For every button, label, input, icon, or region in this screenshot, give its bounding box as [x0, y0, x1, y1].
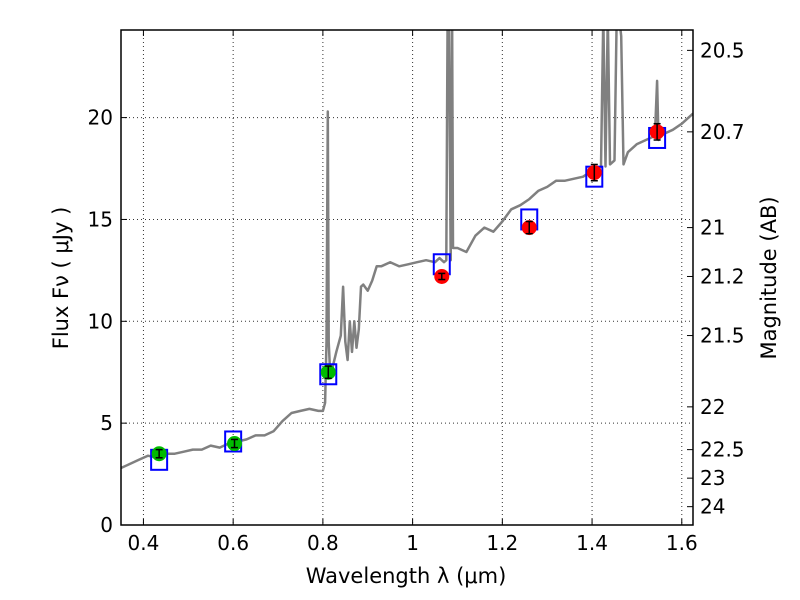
y-axis-label: Flux Fν ( μJy ): [49, 207, 73, 350]
x-tick-label: 0.8: [307, 531, 339, 555]
y-tick-label: 5: [100, 411, 113, 435]
mag-tick-label: 20.5: [700, 38, 745, 62]
mag-tick-label: 22.5: [700, 438, 745, 462]
mag-tick-label: 21.5: [700, 324, 745, 348]
y-tick-label: 10: [88, 309, 113, 333]
x-tick-label: 1: [406, 531, 419, 555]
mag-tick-label: 23: [700, 466, 725, 490]
x-tick-label: 1.4: [576, 531, 608, 555]
y-tick-label: 0: [100, 513, 113, 537]
y-tick-label: 15: [88, 207, 113, 231]
y-axis-right-label: Magnitude (AB): [757, 196, 781, 359]
y-tick-label: 20: [88, 106, 113, 130]
mag-tick-label: 24: [700, 495, 725, 519]
x-tick-label: 1.6: [666, 531, 698, 555]
model-spectrum-line: [121, 30, 693, 470]
model-photometry-square: [319, 363, 338, 386]
mag-tick-label: 20.7: [700, 120, 745, 144]
x-tick-label: 1.2: [486, 531, 518, 555]
axis-ticks: 0.4 0.6 0.8 1 1.2 1.4 1.6 0 5 10 15 20 20.5 20.7 21 21.…: [88, 30, 745, 555]
x-tick-label: 0.6: [217, 531, 249, 555]
plot-frame: [120, 29, 694, 526]
x-axis-label: Wavelength λ (μm): [306, 564, 507, 588]
mag-tick-label: 21.2: [700, 264, 745, 288]
markers: [150, 122, 667, 471]
mag-tick-label: 21: [700, 216, 725, 240]
x-tick-label: 0.4: [128, 531, 160, 555]
mag-tick-label: 22: [700, 395, 725, 419]
